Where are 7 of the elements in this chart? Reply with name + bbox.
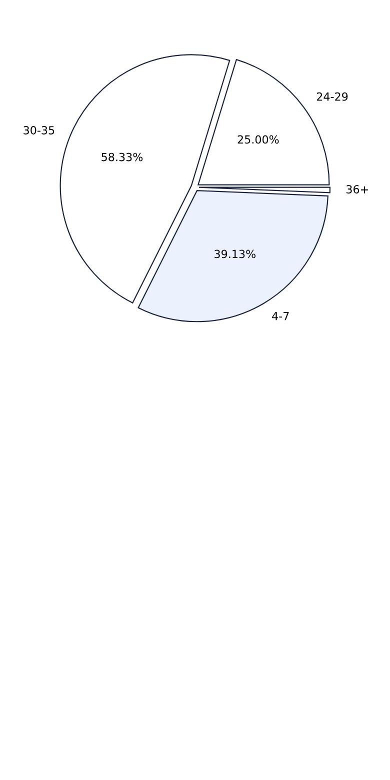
slice-label: 30-35 (24, 126, 54, 134)
slice-label: 24-29 (316, 92, 348, 101)
data-label: 25.00% (238, 135, 279, 144)
slice-label: 36+ (346, 185, 368, 194)
data-label: 58.33% (102, 152, 143, 162)
slice-label: 4-7 (272, 312, 289, 320)
data-label: 39.13% (214, 250, 256, 258)
